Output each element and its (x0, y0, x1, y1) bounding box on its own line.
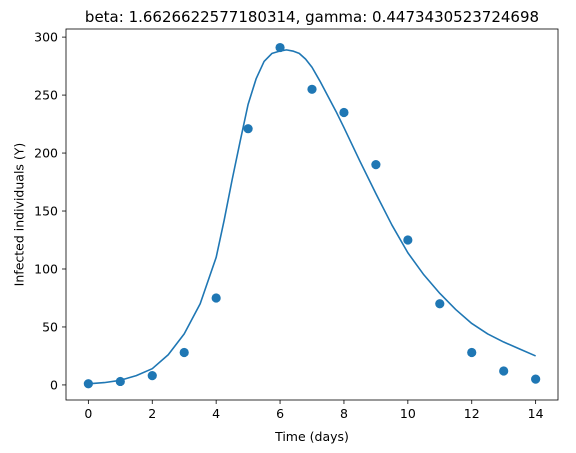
y-tick-label: 100 (34, 261, 58, 276)
chart-title: beta: 1.6626622577180314, gamma: 0.44734… (85, 8, 539, 26)
data-point (339, 107, 349, 118)
x-tick-label: 10 (400, 406, 416, 421)
data-point (531, 374, 541, 384)
x-tick-label: 2 (148, 406, 156, 421)
data-point (307, 84, 317, 94)
y-tick-label: 300 (34, 30, 58, 45)
x-axis: 0 2 4 6 8 10 12 14 (84, 400, 544, 421)
y-tick-label: 250 (34, 88, 58, 103)
data-point (435, 299, 445, 309)
y-axis-label: Infected individuals (Y) (12, 143, 27, 287)
data-point (499, 366, 509, 376)
x-tick-label: 6 (276, 406, 284, 421)
data-point (467, 347, 477, 358)
y-tick-label: 0 (50, 377, 58, 392)
x-tick-label: 14 (528, 406, 544, 421)
x-tick-label: 4 (212, 406, 220, 421)
data-point (243, 124, 253, 134)
x-axis-label: Time (days) (274, 429, 349, 444)
y-tick-label: 50 (42, 319, 58, 334)
data-point (115, 376, 125, 387)
data-point (371, 160, 381, 170)
data-point (403, 235, 413, 245)
y-tick-label: 200 (34, 146, 58, 161)
x-tick-label: 12 (464, 406, 480, 421)
data-point (179, 347, 189, 358)
plot-area (65, 28, 559, 401)
y-tick-label: 150 (34, 204, 58, 219)
data-point (147, 371, 157, 381)
data-point (275, 42, 285, 53)
series-line-fitted (88, 49, 536, 385)
data-point (83, 379, 93, 389)
axes-frame (65, 28, 559, 401)
data-point (211, 293, 221, 303)
x-tick-label: 0 (84, 406, 92, 421)
x-tick-label: 8 (340, 406, 348, 421)
y-axis: 0 50 100 150 200 250 300 (34, 30, 66, 392)
